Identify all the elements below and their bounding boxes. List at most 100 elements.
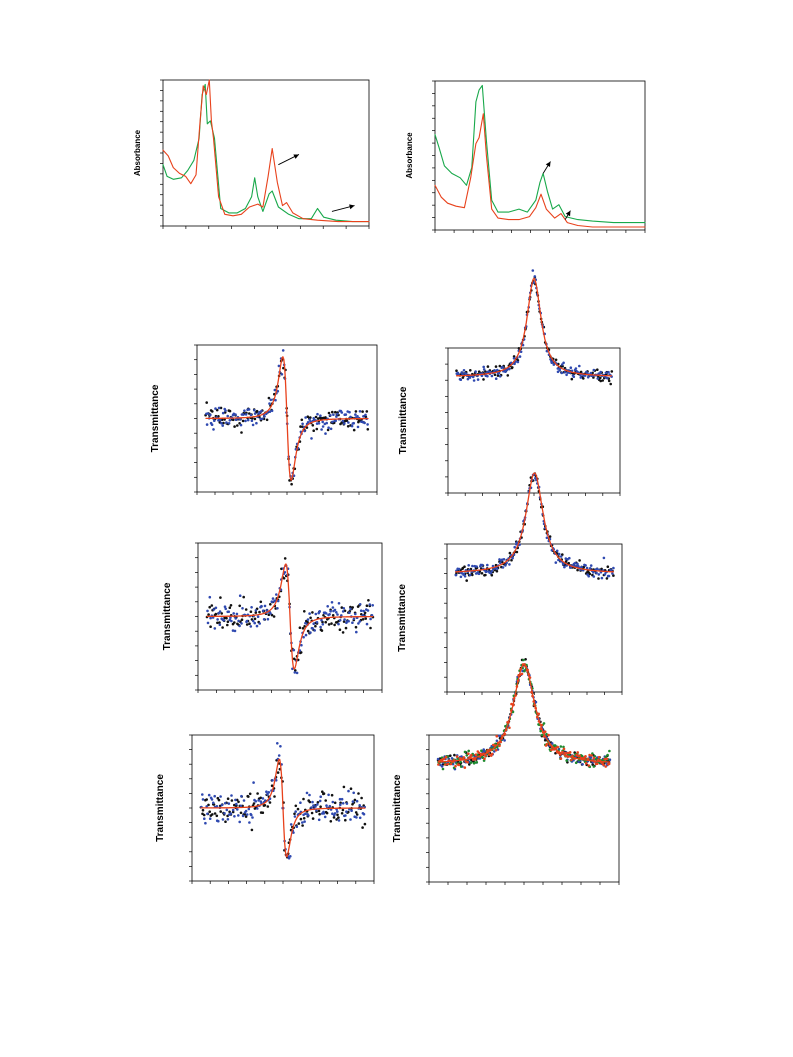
data-point xyxy=(302,635,305,639)
data-point xyxy=(513,362,516,366)
data-point xyxy=(254,800,258,803)
data-point xyxy=(325,811,329,815)
scatter-series-2 xyxy=(454,473,615,580)
data-point xyxy=(516,360,520,364)
data-point xyxy=(274,398,277,402)
data-point xyxy=(581,763,584,766)
data-point xyxy=(218,623,222,626)
data-point xyxy=(301,627,305,630)
data-point xyxy=(249,610,253,613)
data-point xyxy=(597,577,600,580)
data-point xyxy=(344,626,348,630)
data-point xyxy=(292,648,296,652)
data-point xyxy=(225,421,228,424)
data-point xyxy=(555,549,559,553)
data-point xyxy=(205,401,208,404)
data-point xyxy=(325,421,329,425)
data-point xyxy=(461,376,465,379)
fit-curve xyxy=(205,356,369,481)
data-point xyxy=(319,805,322,808)
data-point xyxy=(357,792,360,795)
data-point xyxy=(576,562,579,566)
data-point xyxy=(333,801,337,805)
data-point xyxy=(591,752,594,755)
data-point xyxy=(358,620,362,623)
data-point xyxy=(255,421,258,425)
data-point xyxy=(442,757,446,761)
data-point xyxy=(574,761,578,765)
annotation-arrowhead-2 xyxy=(349,204,355,210)
data-point xyxy=(355,816,358,819)
data-point xyxy=(478,570,482,573)
data-point xyxy=(342,785,346,789)
data-point xyxy=(261,609,265,612)
data-point xyxy=(219,795,222,798)
data-point xyxy=(303,625,306,628)
data-point xyxy=(602,556,606,560)
data-point xyxy=(335,415,338,418)
data-point xyxy=(557,558,560,562)
data-point xyxy=(304,633,308,637)
data-point xyxy=(333,608,337,612)
data-point xyxy=(496,374,500,377)
data-point xyxy=(241,607,244,610)
data-point xyxy=(475,761,479,764)
data-point xyxy=(454,573,458,577)
data-point xyxy=(338,797,342,801)
data-point xyxy=(248,792,252,796)
data-point xyxy=(328,613,331,616)
data-point xyxy=(584,755,587,758)
data-point xyxy=(314,612,318,616)
data-point xyxy=(330,601,334,604)
data-point xyxy=(324,620,328,624)
data-point xyxy=(563,751,567,755)
chart-panel-2: Absorbance xyxy=(405,80,646,233)
data-point xyxy=(582,565,585,569)
annotation-arrowhead-1 xyxy=(545,161,551,168)
data-point xyxy=(498,744,501,748)
data-point xyxy=(533,275,537,278)
data-point xyxy=(459,757,463,760)
data-point xyxy=(459,765,463,768)
data-point xyxy=(336,412,339,416)
data-point xyxy=(595,762,599,765)
data-point xyxy=(266,617,270,621)
data-point xyxy=(483,757,486,760)
data-point xyxy=(522,658,525,662)
data-point xyxy=(319,625,322,629)
data-point xyxy=(240,794,243,798)
data-point xyxy=(352,791,356,795)
data-point xyxy=(208,817,212,820)
data-point xyxy=(596,377,599,380)
data-point xyxy=(457,567,461,571)
data-point xyxy=(589,756,593,759)
data-point xyxy=(322,812,326,815)
data-point xyxy=(207,793,211,797)
data-point xyxy=(501,365,504,369)
data-point xyxy=(327,793,330,797)
data-point xyxy=(349,787,353,790)
data-point xyxy=(230,794,233,797)
data-point xyxy=(357,622,360,625)
data-point xyxy=(267,396,271,400)
data-point xyxy=(316,801,320,804)
data-point xyxy=(218,610,222,613)
data-point xyxy=(354,413,357,416)
data-point xyxy=(209,413,212,417)
data-point xyxy=(231,629,235,632)
data-point xyxy=(550,361,554,365)
data-point xyxy=(316,803,319,806)
data-point xyxy=(354,625,358,629)
data-point xyxy=(226,620,230,623)
y-axis-label: Absorbance xyxy=(405,132,414,179)
data-point xyxy=(511,366,514,369)
data-point xyxy=(339,803,342,806)
data-point xyxy=(265,418,269,422)
data-point xyxy=(474,370,477,373)
data-point xyxy=(227,610,230,613)
data-point xyxy=(592,575,596,578)
series-line-1 xyxy=(162,83,370,223)
data-point xyxy=(504,724,507,728)
data-point xyxy=(334,419,338,423)
